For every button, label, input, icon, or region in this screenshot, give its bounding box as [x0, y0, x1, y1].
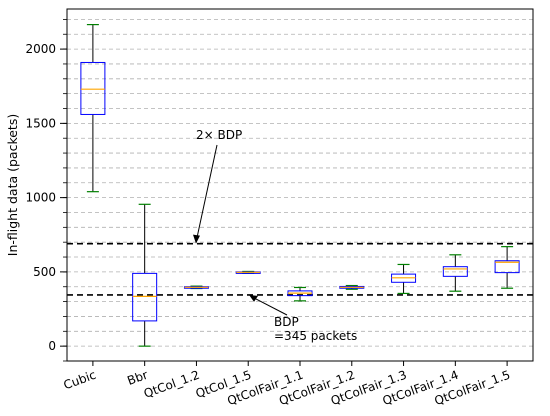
box-QtColFair_1.1 [287, 286, 313, 302]
y-tick-label: 2000 [25, 42, 56, 56]
box-QtColFair_1.3 [391, 263, 417, 295]
box-QtCol_1.5 [235, 270, 261, 274]
annotation-arrow-line [253, 297, 288, 316]
box-series [80, 23, 520, 347]
box-rect [442, 266, 468, 277]
box-QtColFair_1.4 [442, 254, 468, 292]
y-tick-label: 500 [33, 265, 56, 279]
annotation-arrow-line [196, 144, 218, 238]
reference-lines [67, 242, 533, 296]
box-rect [132, 272, 158, 322]
y-tick-label: 1500 [25, 116, 56, 130]
box-rect [494, 260, 520, 274]
annotations: 2× BDP BDP=345 packets [193, 128, 357, 343]
y-tick-label: 1000 [25, 191, 56, 205]
x-tick-label: QtCol_1.2 [142, 368, 202, 401]
annotation-arrow-head [193, 234, 200, 244]
box-Cubic [80, 23, 106, 193]
plot-frame [66, 8, 534, 362]
annotation-bdp-value: =345 packets [274, 329, 357, 343]
box-QtColFair_1.2 [339, 284, 365, 290]
y-axis-label: In-flight data (packets) [5, 114, 20, 256]
annotation-bdp: BDP [274, 315, 299, 329]
box-Bbr [132, 203, 158, 347]
box-rect [80, 61, 106, 115]
box-QtColFair_1.5 [494, 246, 520, 289]
annotation-2x-bdp: 2× BDP [196, 128, 242, 142]
x-tick-label: Bbr [125, 368, 149, 388]
axes [60, 8, 534, 366]
annotation-arrow-head [249, 294, 258, 302]
box-QtCol_1.2 [183, 285, 209, 290]
grid-lines [67, 18, 533, 362]
x-tick-label: Cubic [62, 368, 98, 393]
y-tick-label: 0 [48, 339, 56, 353]
